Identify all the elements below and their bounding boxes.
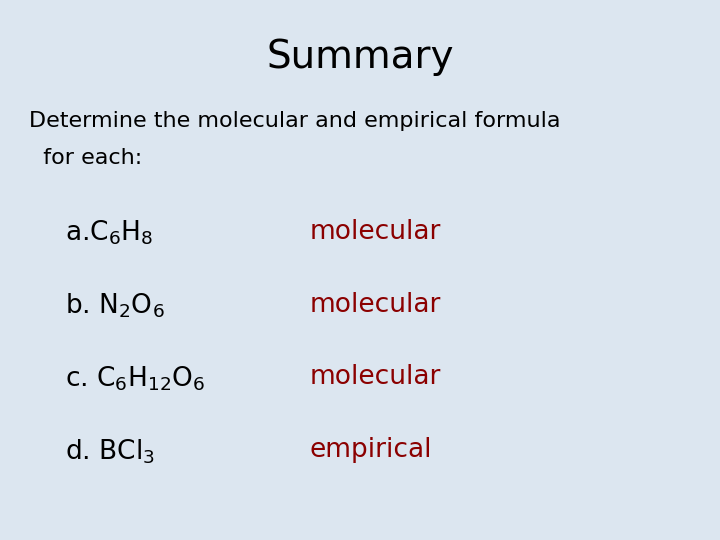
- Text: for each:: for each:: [29, 148, 142, 168]
- Text: molecular: molecular: [310, 292, 441, 318]
- Text: Summary: Summary: [266, 38, 454, 76]
- Text: empirical: empirical: [310, 437, 432, 463]
- Text: molecular: molecular: [310, 364, 441, 390]
- Text: d. BCl$_{3}$: d. BCl$_{3}$: [65, 437, 155, 466]
- Text: a.C$_{6}$H$_{8}$: a.C$_{6}$H$_{8}$: [65, 219, 153, 247]
- Text: c. C$_{6}$H$_{12}$O$_{6}$: c. C$_{6}$H$_{12}$O$_{6}$: [65, 364, 205, 393]
- Text: molecular: molecular: [310, 219, 441, 245]
- Text: Determine the molecular and empirical formula: Determine the molecular and empirical fo…: [29, 111, 560, 131]
- Text: b. N$_{2}$O$_{6}$: b. N$_{2}$O$_{6}$: [65, 292, 164, 320]
